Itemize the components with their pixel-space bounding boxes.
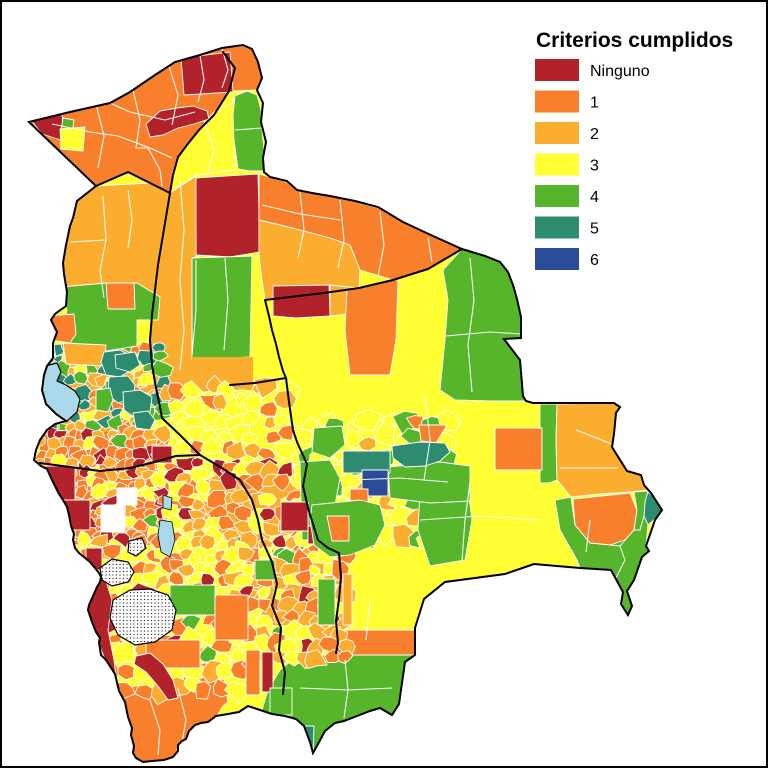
svg-text:3: 3: [590, 158, 599, 175]
svg-text:4: 4: [590, 189, 599, 206]
svg-text:2: 2: [590, 126, 599, 143]
svg-text:Criterios cumplidos: Criterios cumplidos: [536, 29, 733, 52]
svg-text:1: 1: [590, 95, 599, 112]
svg-text:6: 6: [590, 252, 599, 269]
svg-text:5: 5: [590, 221, 599, 238]
svg-text:Ninguno: Ninguno: [590, 63, 650, 80]
